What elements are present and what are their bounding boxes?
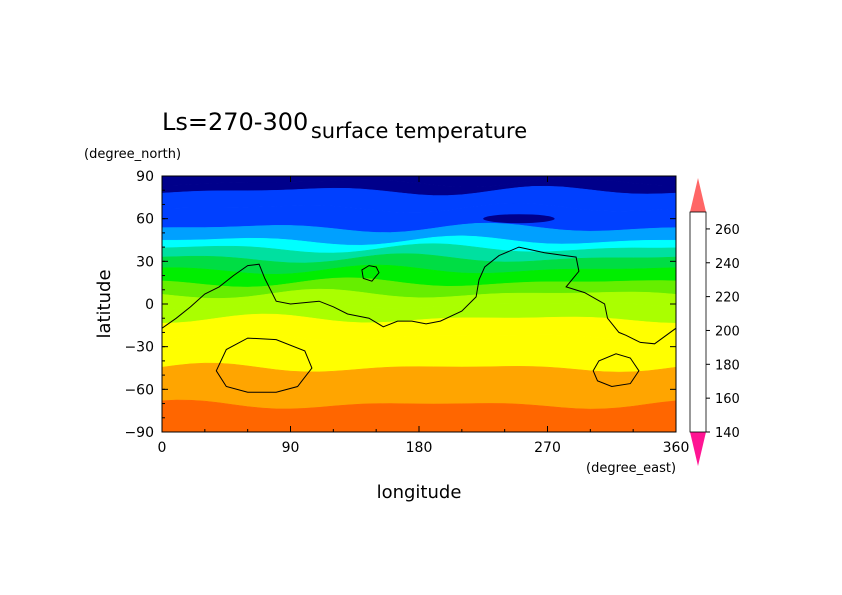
plot-area: 0 90 180 270 360 90 60 30 0 −30 −60 −90 [124, 169, 689, 456]
colorbar-tick-label: 160 [715, 392, 740, 407]
colorbar-tick-label: 200 [715, 324, 740, 339]
colorbar-frame [689, 211, 707, 433]
temperature-feature [269, 414, 512, 424]
colorbar-extend-high [690, 178, 706, 212]
y-tick-label: 60 [136, 212, 154, 228]
topography-contour [592, 353, 640, 388]
colorbar: 140 160 180 200 220 240 260 [689, 178, 740, 466]
y-tick-label: 0 [145, 297, 154, 313]
x-axis-label: longitude [377, 482, 462, 503]
colorbar-tick-label: 180 [715, 358, 740, 373]
x-tick-label: 0 [158, 440, 167, 456]
y-units-label: (degree_north) [84, 147, 181, 162]
chart-title: surface temperature [311, 119, 527, 143]
colorbar-extend-low [690, 432, 706, 466]
x-tick-label: 90 [282, 440, 300, 456]
x-tick-label: 270 [534, 440, 561, 456]
topography-contour [215, 337, 313, 393]
temperature-feature [483, 214, 555, 224]
y-tick-label: −90 [124, 425, 154, 441]
colorbar-tick-label: 140 [715, 426, 740, 441]
colorbar-tick-label: 260 [715, 223, 740, 238]
y-axis-label: latitude [94, 269, 115, 338]
y-tick-label: −30 [124, 340, 154, 356]
colorbar-tick-label: 220 [715, 291, 740, 306]
y-tick-label: 90 [136, 169, 154, 185]
corner-title: Ls=270-300 [162, 108, 308, 136]
y-tick-label: −60 [124, 382, 154, 398]
y-tick-label: 30 [136, 254, 154, 270]
x-tick-label: 360 [663, 440, 690, 456]
x-units-label: (degree_east) [586, 461, 676, 476]
topography-contour [361, 265, 380, 282]
topography-contour [162, 246, 676, 345]
colorbar-tick-label: 240 [715, 257, 740, 272]
x-tick-label: 180 [406, 440, 433, 456]
